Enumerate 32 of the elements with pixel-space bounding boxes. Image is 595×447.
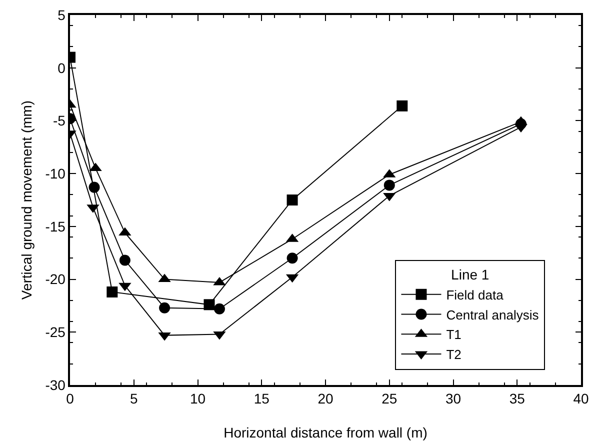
point (159, 302, 170, 314)
x-tick-label: 30 (445, 390, 462, 407)
x-tick-label: 35 (509, 390, 526, 407)
point (214, 303, 225, 314)
point (384, 180, 395, 191)
legend-label: T2 (446, 347, 462, 362)
point (286, 194, 298, 206)
y-tick-label: -10 (45, 165, 66, 182)
y-tick-label: -5 (52, 112, 66, 129)
point (286, 252, 298, 264)
legend-title: Line 1 (451, 266, 490, 282)
legend-label: Field data (446, 287, 504, 302)
y-tick-label: 5 (58, 6, 66, 23)
y-tick-label: -25 (45, 324, 66, 340)
legend-label: Central analysis (446, 307, 540, 322)
point (106, 286, 118, 298)
legend-label: T1 (446, 327, 462, 342)
point (88, 182, 100, 193)
y-tick-label: -15 (45, 218, 66, 234)
x-axis-title: Horizontal distance from wall (m) (224, 424, 428, 440)
x-tick-label: 25 (382, 390, 398, 407)
point (396, 100, 408, 112)
x-tick-label: 5 (130, 390, 138, 407)
point (119, 254, 130, 266)
y-tick-label: -30 (45, 376, 66, 393)
x-tick-label: 10 (190, 390, 206, 407)
x-tick-label: 40 (573, 390, 589, 407)
y-tick-label: 0 (58, 60, 66, 76)
y-tick-label: -20 (45, 271, 66, 288)
y-axis-title: Vertical ground movement (mm) (18, 100, 34, 300)
x-tick-label: 15 (254, 390, 270, 407)
x-tick-label: 20 (318, 390, 334, 407)
